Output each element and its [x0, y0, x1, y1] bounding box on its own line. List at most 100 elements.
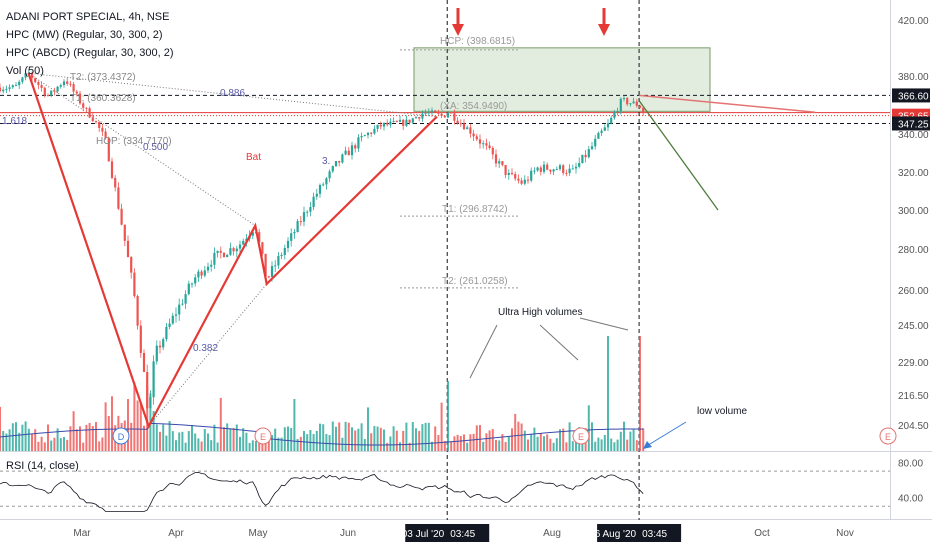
candle-body [296, 221, 299, 232]
candle-body [347, 150, 350, 156]
candle-body [478, 139, 482, 144]
candle-body [350, 145, 354, 156]
volume-bar [613, 442, 616, 451]
volume-bar [21, 424, 24, 451]
volume-bar [178, 432, 181, 451]
volume-bar [56, 428, 59, 451]
event-d-circle[interactable] [112, 427, 130, 445]
candle-body [178, 304, 181, 315]
candle-body [274, 265, 277, 267]
price-badge-label-2: 347.25 [898, 119, 929, 130]
legend-indicator-mw[interactable]: HPC (MW) (Regular, 30, 300, 2) [6, 29, 163, 41]
volume-bar [40, 436, 43, 451]
volume-bar [136, 400, 139, 451]
candle-body [485, 143, 488, 146]
candle-body [600, 130, 603, 133]
price-tick-label: 260.00 [898, 286, 929, 297]
candle-body [245, 238, 248, 241]
time-tick-label: Apr [168, 528, 184, 539]
volume-bar [2, 431, 5, 451]
legend-indicator-abcd[interactable]: HPC (ABCD) (Regular, 30, 300, 2) [6, 47, 174, 59]
candle-body [37, 82, 40, 86]
candle-body [370, 132, 373, 134]
candle-body [94, 121, 98, 123]
volume-bar [303, 430, 305, 451]
volume-bar [360, 423, 363, 451]
volume-bar [229, 428, 232, 451]
volume-bar [379, 427, 382, 451]
candle-body [590, 146, 594, 150]
candle-body [101, 127, 104, 132]
volume-bar [283, 427, 286, 451]
candle-body [302, 212, 306, 222]
candle-body [123, 224, 126, 241]
candle-body [184, 294, 187, 304]
time-badge-aug-time: 03:45 [642, 529, 667, 540]
candle-body [59, 85, 62, 87]
volume-bar [331, 421, 334, 451]
candle-body [30, 73, 34, 79]
volume-bar [37, 441, 40, 451]
candle-body [139, 325, 142, 354]
price-tick-label: 380.00 [898, 72, 929, 83]
volume-bar [443, 441, 446, 451]
volume-bar [376, 426, 379, 451]
candle-body [578, 162, 581, 167]
volume-bar [354, 430, 357, 451]
legend-title[interactable]: ADANI PORT SPECIAL, 4h, NSE [6, 11, 170, 23]
candle-body [200, 271, 203, 276]
annotation-t1: T1: (296.8742) [442, 204, 508, 215]
candle-body [174, 314, 178, 316]
candle-body [568, 168, 571, 174]
candle-body [430, 110, 434, 113]
volume-bar [248, 442, 251, 451]
volume-bar [357, 428, 360, 451]
candle-body [475, 136, 478, 140]
candle-body [514, 174, 517, 179]
volume-bar [79, 426, 81, 451]
legend-rsi[interactable]: RSI (14, close) [6, 460, 79, 472]
volume-bar [101, 437, 104, 451]
volume-bar [277, 437, 280, 451]
pointer-ultra-1 [469, 324, 498, 379]
volume-bar [0, 406, 1, 451]
candle-body [280, 255, 283, 257]
volume-bar [552, 442, 555, 451]
volume-bar [5, 433, 8, 451]
volume-bar [591, 422, 593, 451]
connector-x-b [28, 72, 256, 227]
candle-body [120, 208, 123, 225]
event-e-2-circle[interactable] [572, 427, 590, 445]
candle-body [98, 121, 101, 128]
annotation-ratio-886: 0.886 [220, 88, 245, 99]
candle-body [619, 98, 622, 112]
volume-bar [245, 432, 248, 451]
volume-bar [207, 433, 209, 451]
candle-body [389, 121, 392, 125]
volume-bar [447, 381, 449, 451]
candle-body [75, 91, 78, 94]
event-e-3-circle[interactable] [879, 427, 897, 445]
volume-bar [43, 442, 46, 451]
candle-body [155, 345, 158, 362]
volume-bar [210, 440, 213, 451]
volume-bar [616, 439, 619, 451]
candle-body [264, 253, 267, 277]
volume-bar [34, 429, 37, 451]
event-e-1-circle[interactable] [254, 427, 272, 445]
candle-body [610, 117, 613, 124]
volume-bar [187, 431, 190, 451]
candle-body [286, 240, 290, 248]
candle-body [434, 110, 437, 113]
connector-a-c [148, 283, 268, 427]
legend-volume[interactable]: Vol (50) [6, 65, 44, 77]
candle-body [34, 78, 37, 83]
candle-body [62, 81, 66, 86]
candle-body [456, 120, 459, 124]
volume-bar [213, 424, 216, 451]
target-zone-box [413, 47, 711, 112]
volume-bar [287, 426, 289, 451]
volume-bar [251, 440, 254, 451]
volume-bar [571, 441, 574, 451]
